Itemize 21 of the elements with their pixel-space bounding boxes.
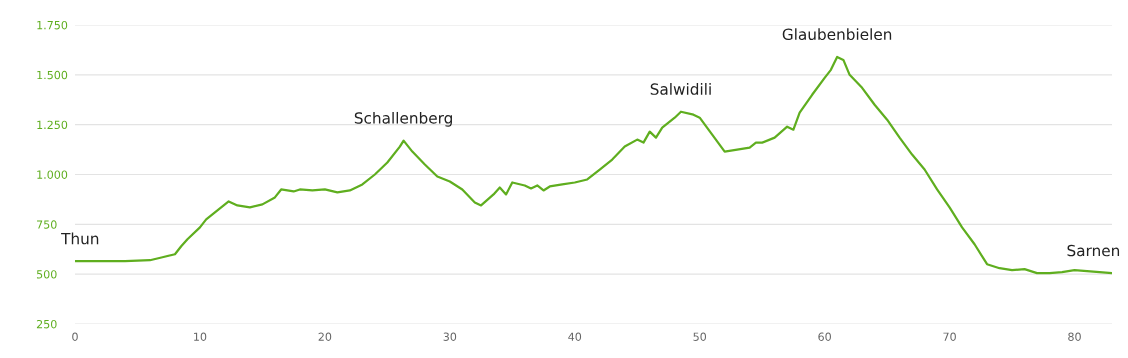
y-tick-label: 250 [36,319,57,329]
x-tick-label: 20 [318,332,332,341]
x-tick-label: 10 [194,332,207,341]
x-tick-label: 30 [443,332,457,341]
annotation: Glaubenbielen [782,28,892,41]
y-tick-label: 1.500 [37,70,68,80]
x-tick-label: 70 [943,332,956,341]
x-tick-label: 60 [818,332,831,341]
annotation: Schallenberg [354,111,452,127]
annotation: Thun [61,232,99,245]
y-tick-label: 1.250 [37,120,68,130]
y-tick-label: 1.750 [37,20,68,30]
y-tick-label: 500 [36,270,57,279]
x-tick-label: 0 [72,332,78,341]
x-tick-label: 40 [568,332,582,341]
y-tick-label: 750 [37,220,57,229]
x-tick-label: 80 [1068,332,1081,341]
annotation: Salwidili [650,83,711,95]
x-tick-label: 50 [693,332,707,341]
annotation: Sarnen [1067,244,1120,257]
y-tick-label: 1.000 [37,170,68,179]
